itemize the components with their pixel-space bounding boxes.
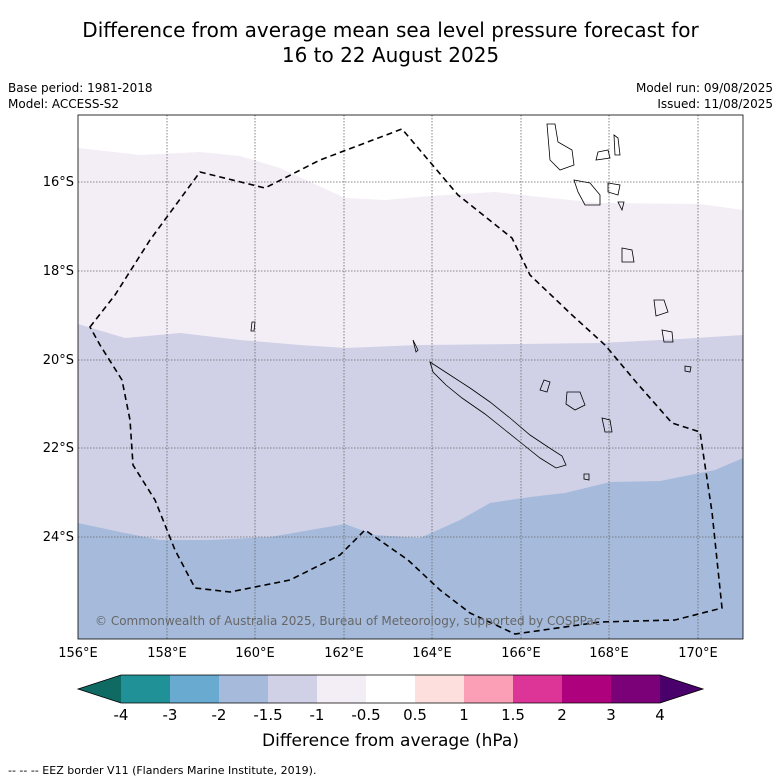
model-run: Model run: 09/08/2025 [635,81,773,95]
lon-label: 162°E [324,646,364,661]
colorbar-segment [611,675,660,703]
colorbar-tick: -2 [211,706,227,724]
chesterfield-islands [250,321,256,332]
colorbar-segment [562,675,611,703]
colorbar-segment [366,675,415,703]
band-minus-1-5 [78,458,743,639]
colorbar-outline [76,674,705,704]
loyalty-island-2 [565,391,586,411]
lat-label: 18°S [42,264,74,279]
lon-label: 156°E [58,646,98,661]
meta-left: Base period: 1981-2018 Model: ACCESS-S2 [8,80,153,112]
colorbar [76,674,705,704]
shepherd-islands [617,201,625,212]
colorbar-segment [464,675,513,703]
aneityum-island [684,365,692,373]
colorbar-tick: 1 [459,706,469,724]
ambae-island [595,149,611,161]
new-caledonia-island [429,361,567,469]
map-title: Difference from average mean sea level p… [0,18,781,68]
colorbar-tick: 3 [606,706,616,724]
colorbar-tick: 4 [655,706,665,724]
coastlines [250,123,692,481]
colorbar-extend-high [660,675,703,703]
colorbar-segment [121,675,170,703]
loyalty-island-1 [539,379,551,393]
erromango-island [653,299,669,317]
colorbar-segment [415,675,464,703]
maewo-island [613,134,621,156]
colorbar-segment [317,675,366,703]
epi-island [607,182,621,196]
lat-label: 22°S [42,441,74,456]
tanna-island [661,329,674,343]
map-frame [77,114,744,640]
meta-right: Model run: 09/08/2025 Issued: 11/08/2025 [636,80,773,112]
colorbar-segment [268,675,317,703]
model-name: Model: ACCESS-S2 [8,97,120,111]
title-line-2: 16 to 22 August 2025 [281,43,500,67]
lon-label: 168°E [589,646,629,661]
graticule [78,115,743,639]
base-period: Base period: 1981-2018 [8,81,153,95]
espiritu-santo-island [546,123,575,171]
lat-label: 20°S [42,353,74,368]
copyright-notice: © Commonwealth of Australia 2025, Bureau… [95,614,601,628]
colorbar-tick: 1.5 [501,706,525,724]
malekula-island [573,179,601,206]
issued-date: Issued: 11/08/2025 [657,97,773,111]
colorbar-tick: -3 [162,706,178,724]
title-line-1: Difference from average mean sea level p… [82,18,699,42]
lon-label: 158°E [147,646,187,661]
colorbar-extend-low [78,675,121,703]
colorbar-segment [170,675,219,703]
lat-label: 16°S [42,175,74,190]
loyalty-island-3 [601,417,613,433]
colorbar-segment [513,675,562,703]
pressure-anomaly-field [78,115,743,639]
colorbar-tick: -1 [309,706,325,724]
colorbar-label: Difference from average (hPa) [262,731,519,751]
colorbar-tick: -4 [113,706,129,724]
lon-label: 164°E [412,646,452,661]
eez-border [89,128,723,635]
lat-label: 24°S [42,530,74,545]
lon-label: 170°E [678,646,718,661]
isle-of-pines [583,473,590,481]
colorbar-tick: -0.5 [351,706,381,724]
lon-label: 160°E [235,646,275,661]
eez-legend-footer: -- -- -- EEZ border V11 (Flanders Marine… [8,764,317,777]
colorbar-segment [219,675,268,703]
belep-island [412,339,419,353]
efate-island [621,247,635,263]
colorbar-tick: 2 [557,706,567,724]
lon-label: 166°E [501,646,541,661]
colorbar-tick: 0.5 [403,706,427,724]
colorbar-tick: -1.5 [253,706,283,724]
